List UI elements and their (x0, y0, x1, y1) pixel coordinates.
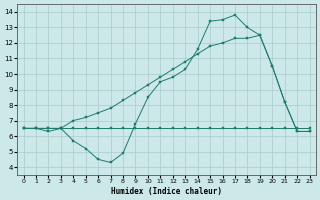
X-axis label: Humidex (Indice chaleur): Humidex (Indice chaleur) (111, 187, 222, 196)
